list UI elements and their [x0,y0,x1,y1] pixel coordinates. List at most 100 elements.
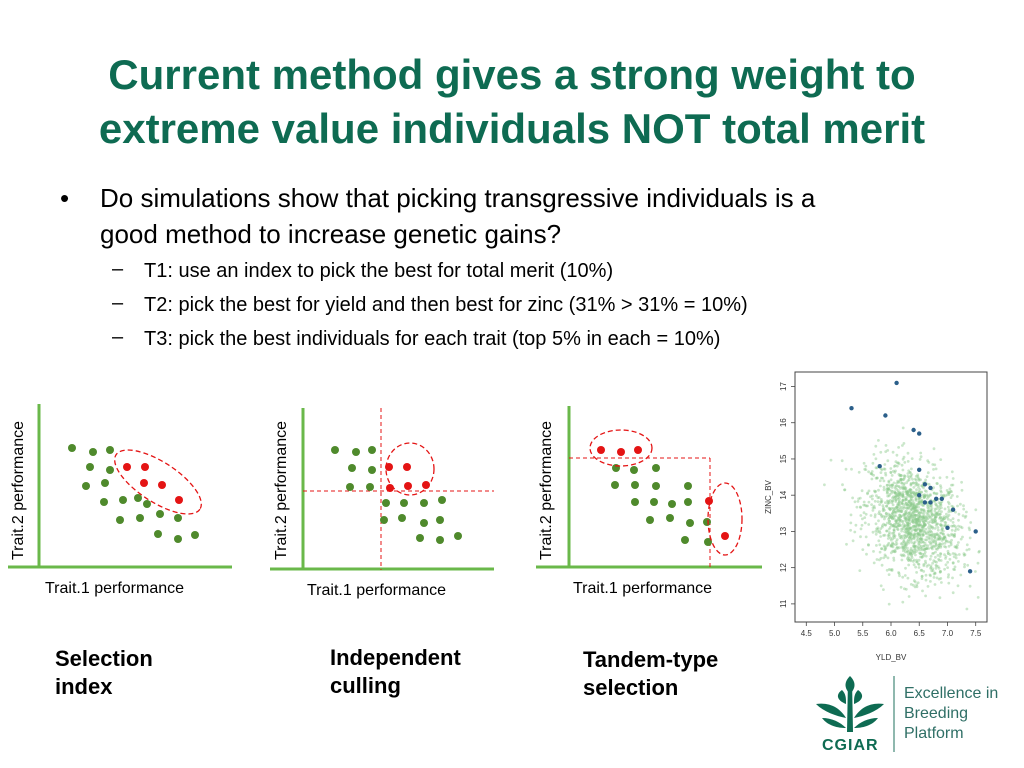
cloud-point [925,547,929,551]
cloud-point [967,547,971,551]
cloud-point [912,524,916,528]
cloud-point [906,521,910,525]
cloud-point [916,534,920,538]
cloud-point [879,498,883,501]
cloud-point [899,477,903,481]
cloud-point [947,502,951,506]
cloud-point [897,524,901,528]
cloud-point [916,581,920,585]
cloud-point [922,495,926,499]
cloud-point [902,513,905,517]
cloud-point [899,510,903,513]
cloud-point [877,539,881,543]
cloud-point [894,498,898,501]
cloud-point [898,513,901,517]
cloud-point [894,514,898,518]
cgiar-wordmark: CGIAR [822,737,879,754]
cloud-point [908,527,912,531]
cloud-point [891,542,894,546]
x-tick-label: 5.5 [857,629,869,638]
cloud-point [872,473,875,477]
cloud-point [884,546,888,550]
cloud-point [938,537,942,540]
cloud-point [944,545,948,549]
cloud-point [965,543,969,547]
cloud-point [903,485,907,489]
cloud-point [916,513,920,516]
cloud-point [899,509,903,513]
cloud-point [908,527,912,530]
cloud-point [887,568,891,571]
cloud-point [892,524,896,528]
cloud-point [932,486,935,489]
cloud-point [882,488,886,492]
cloud-point [891,510,895,513]
cloud-point [904,550,907,554]
cloud-point [934,511,938,515]
cloud-point [932,559,936,562]
cloud-point [879,500,883,504]
cloud-point [917,478,921,482]
cloud-point [874,489,877,493]
cloud-point [895,547,898,550]
cloud-point [845,542,848,546]
cloud-point [915,517,918,521]
cloud-point [901,468,905,472]
cloud-point [911,495,915,499]
cloud-point [913,540,917,544]
cloud-point [896,507,900,511]
bullet-text-line-1: Do simulations show that picking transgr… [100,183,816,213]
cloud-point [912,541,916,545]
cloud-point [929,505,933,508]
cloud-point [870,503,873,506]
cloud-point [923,530,926,533]
cloud-point [908,521,911,524]
y-axis-label: Trait.2 performance [10,420,27,560]
cloud-point [918,523,922,527]
cloud-point [914,518,918,522]
cloud-point [891,499,894,503]
cloud-point [906,532,910,536]
cloud-point [906,503,910,507]
cloud-point [933,572,937,575]
cloud-point [885,504,888,508]
x-axis-label: Trait.1 performance [45,580,185,597]
cloud-point [874,522,878,526]
title-line-2: extreme value individuals NOT total meri… [98,105,926,152]
cloud-point [882,467,886,471]
cloud-point [917,497,921,501]
cloud-point [915,560,918,564]
cloud-point [906,492,909,495]
cloud-point [867,500,871,504]
cloud-point [898,493,902,496]
cloud-point [885,514,889,518]
cloud-point [962,553,966,557]
cloud-point [884,450,888,453]
cloud-point [925,535,929,539]
cloud-point [920,547,924,550]
cloud-point [906,549,909,552]
cloud-point [863,516,867,519]
cloud-point [900,536,903,540]
cloud-point [887,534,891,538]
cloud-point [939,536,942,539]
cloud-point [907,553,910,556]
cloud-point [913,545,917,549]
cloud-point [884,547,887,551]
cloud-point [898,485,901,489]
cloud-point [893,491,896,495]
cloud-point [962,504,965,508]
cloud-point [906,557,909,561]
cloud-point [933,560,937,563]
cloud-point [873,489,876,493]
cloud-point [920,538,924,541]
cloud-point [890,506,893,510]
cloud-point [885,529,889,533]
cloud-point [903,534,907,538]
cloud-point [920,528,923,532]
cloud-point [887,527,891,531]
cloud-point [960,480,963,484]
cloud-point [943,507,947,511]
cloud-point [886,537,890,540]
cloud-point [919,515,922,519]
